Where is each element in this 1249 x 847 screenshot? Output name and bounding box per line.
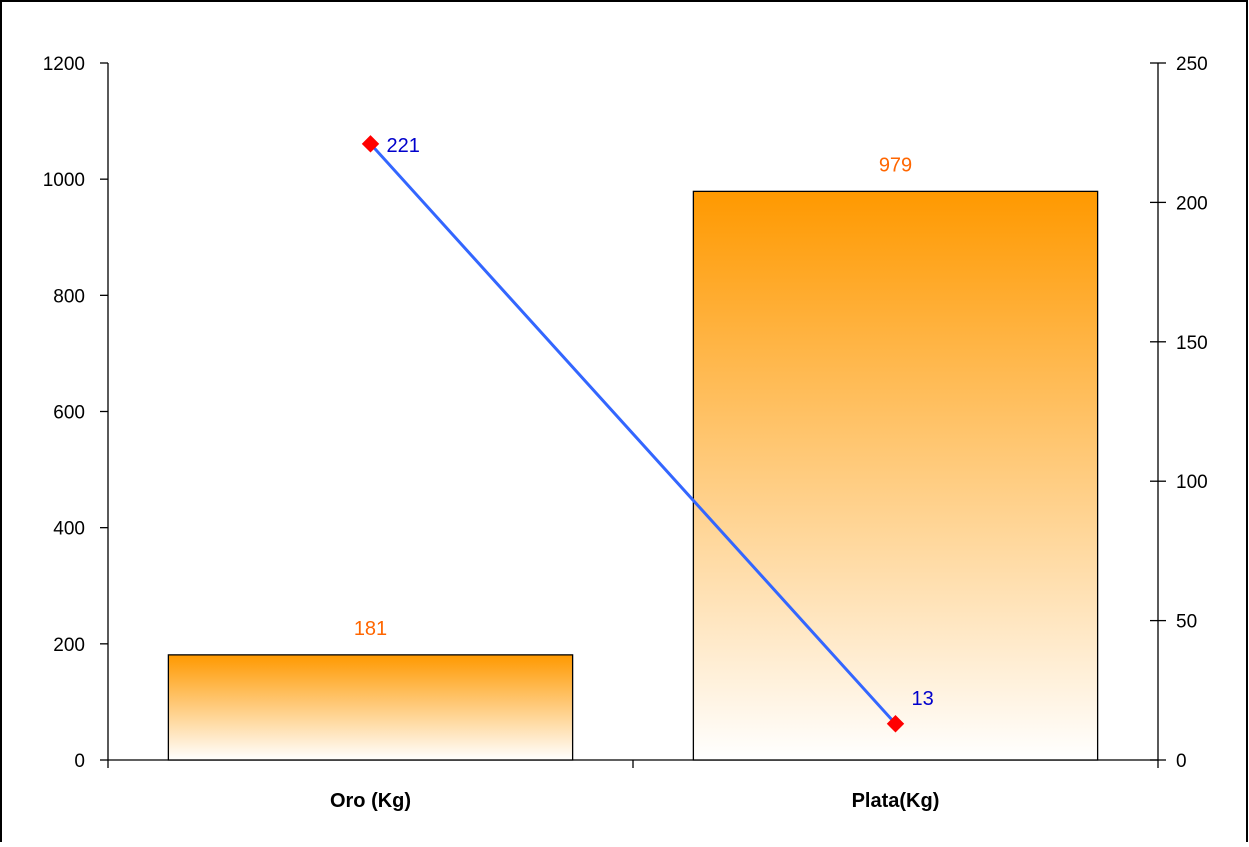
line-value-label: 221 — [387, 135, 420, 157]
y-left-tick-label: 400 — [53, 519, 85, 540]
y-right-tick-label: 150 — [1176, 333, 1208, 354]
y-left-tick-label: 0 — [74, 751, 85, 772]
y-left-tick-label: 1200 — [43, 54, 85, 75]
x-tick-label: Oro (Kg) — [330, 790, 411, 812]
y-right-tick-label: 250 — [1176, 54, 1208, 75]
x-tick-label: Plata(Kg) — [852, 790, 940, 812]
y-right-tick-label: 100 — [1176, 472, 1208, 493]
line-value-label: 13 — [912, 688, 934, 710]
y-left-tick-label: 800 — [53, 286, 85, 307]
y-left-tick-label: 200 — [53, 635, 85, 656]
line-series — [369, 142, 897, 725]
line-marker — [886, 715, 905, 733]
y-right-tick-label: 0 — [1176, 751, 1187, 772]
bar — [167, 654, 574, 761]
y-right-tick-label: 50 — [1176, 612, 1197, 633]
y-left-tick-label: 600 — [53, 403, 85, 424]
y-left-tick-label: 1000 — [43, 170, 85, 191]
bar-value-label: 181 — [354, 618, 387, 640]
bar — [692, 190, 1099, 761]
y-right-tick-label: 200 — [1176, 193, 1208, 214]
bar-value-label: 979 — [879, 154, 912, 176]
line-marker — [361, 135, 380, 153]
